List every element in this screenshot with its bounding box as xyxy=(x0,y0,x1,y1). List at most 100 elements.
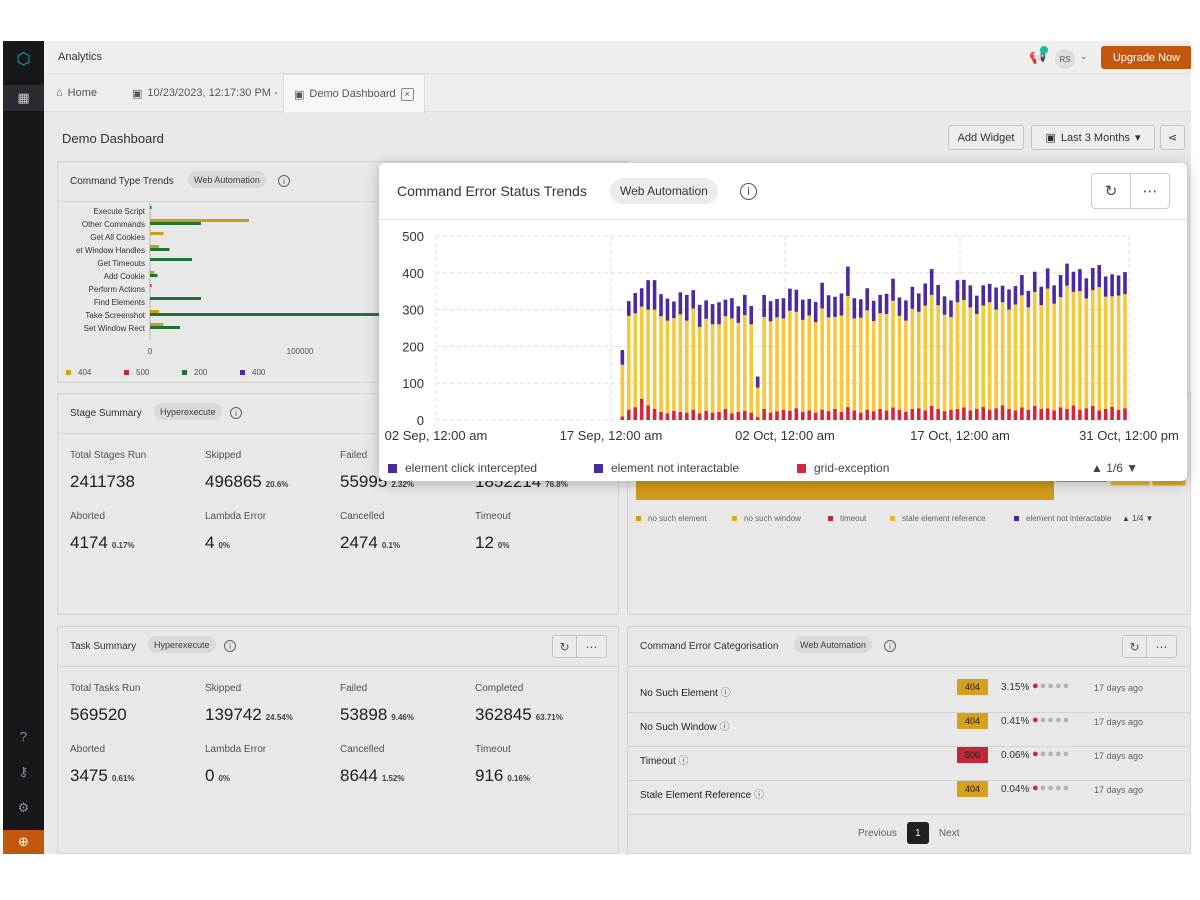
bar-segment[interactable] xyxy=(1097,265,1102,288)
legend-pager[interactable]: ▲ 1/4 ▼ xyxy=(1122,514,1153,523)
chevron-down-icon[interactable]: ⌄ xyxy=(1080,51,1088,61)
bar-segment[interactable] xyxy=(1123,294,1127,409)
bar-segment[interactable] xyxy=(1013,286,1018,305)
bar-segment[interactable] xyxy=(833,316,837,409)
bar-segment[interactable] xyxy=(1078,291,1082,410)
bar-segment[interactable] xyxy=(1123,272,1127,295)
bar[interactable] xyxy=(150,206,152,209)
bar-segment[interactable] xyxy=(942,411,947,420)
bar-segment[interactable] xyxy=(684,320,689,413)
legend-label[interactable]: element not interactable xyxy=(1026,514,1112,523)
bar-segment[interactable] xyxy=(1026,290,1031,308)
next-page-link[interactable]: Next xyxy=(938,827,960,839)
info-icon[interactable]: i xyxy=(230,407,242,419)
bar-segment[interactable] xyxy=(981,305,986,407)
more-options-icon[interactable]: ⋯ xyxy=(1142,183,1158,200)
bar-segment[interactable] xyxy=(1065,408,1069,420)
bar-segment[interactable] xyxy=(865,288,870,311)
bar-segment[interactable] xyxy=(807,410,812,420)
bar-segment[interactable] xyxy=(1084,408,1089,420)
bar-segment[interactable] xyxy=(710,412,715,420)
bar-segment[interactable] xyxy=(1032,406,1037,420)
bar-segment[interactable] xyxy=(839,293,844,316)
bar-segment[interactable] xyxy=(730,318,734,414)
bar-segment[interactable] xyxy=(633,407,638,420)
bar-segment[interactable] xyxy=(974,314,979,409)
refresh-button[interactable]: ↻ xyxy=(552,635,577,658)
bar-segment[interactable] xyxy=(1071,271,1076,292)
bar-segment[interactable] xyxy=(833,296,837,317)
info-icon[interactable]: ⓘ xyxy=(678,756,689,767)
bar-segment[interactable] xyxy=(678,314,683,412)
bar[interactable] xyxy=(150,271,155,274)
bar-segment[interactable] xyxy=(1007,289,1011,310)
bar-segment[interactable] xyxy=(768,301,773,322)
bar-segment[interactable] xyxy=(1039,408,1044,420)
bar-segment[interactable] xyxy=(846,407,850,420)
bar-segment[interactable] xyxy=(639,398,644,420)
bar-segment[interactable] xyxy=(788,310,792,411)
legend-label[interactable]: no such window xyxy=(744,514,801,523)
bar-segment[interactable] xyxy=(1007,408,1011,420)
bar-segment[interactable] xyxy=(923,283,928,306)
bar[interactable] xyxy=(150,313,480,316)
more-options-button[interactable]: ⋯ xyxy=(576,635,607,658)
bar-segment[interactable] xyxy=(678,411,683,420)
page-1-button[interactable]: 1 xyxy=(906,822,929,844)
bar-segment[interactable] xyxy=(620,350,625,365)
bar-segment[interactable] xyxy=(1052,303,1056,411)
bar-segment[interactable] xyxy=(942,296,947,315)
bar-segment[interactable] xyxy=(929,269,934,295)
bar-segment[interactable] xyxy=(717,302,721,325)
bar-segment[interactable] xyxy=(659,316,663,412)
bar-segment[interactable] xyxy=(691,290,696,309)
bar-segment[interactable] xyxy=(691,409,696,420)
bar[interactable] xyxy=(150,248,170,251)
bar-segment[interactable] xyxy=(974,295,979,315)
upgrade-now-button[interactable]: Upgrade Now xyxy=(1101,46,1191,69)
bar-segment[interactable] xyxy=(981,285,986,306)
bar-segment[interactable] xyxy=(897,409,902,420)
bar-segment[interactable] xyxy=(942,314,947,412)
add-widget-button[interactable]: Add Widget xyxy=(948,125,1024,150)
bar-segment[interactable] xyxy=(910,308,915,409)
bar-segment[interactable] xyxy=(968,285,973,308)
bar-segment[interactable] xyxy=(742,410,747,420)
bar-segment[interactable] xyxy=(846,295,850,408)
bar-segment[interactable] xyxy=(1097,287,1102,411)
bar-segment[interactable] xyxy=(646,405,650,420)
bar-segment[interactable] xyxy=(1084,298,1089,409)
bar-segment[interactable] xyxy=(852,318,857,411)
bar-segment[interactable] xyxy=(878,294,882,314)
bar-segment[interactable] xyxy=(949,409,953,420)
bar-segment[interactable] xyxy=(749,305,754,325)
bar[interactable] xyxy=(150,245,159,248)
bar-segment[interactable] xyxy=(742,294,747,316)
bar-segment[interactable] xyxy=(800,319,805,412)
bar-segment[interactable] xyxy=(704,410,708,420)
info-icon[interactable]: i xyxy=(740,183,757,200)
bar-segment[interactable] xyxy=(1058,275,1063,298)
bar-segment[interactable] xyxy=(962,300,966,408)
bar-segment[interactable] xyxy=(794,408,799,420)
bar-segment[interactable] xyxy=(704,318,708,411)
bar-segment[interactable] xyxy=(994,287,998,310)
bar-segment[interactable] xyxy=(1000,302,1005,406)
bar-segment[interactable] xyxy=(852,410,857,420)
bar-segment[interactable] xyxy=(1110,296,1114,407)
bar-segment[interactable] xyxy=(800,299,805,320)
bar[interactable] xyxy=(150,323,164,326)
bar-segment[interactable] xyxy=(994,309,998,409)
bar[interactable] xyxy=(150,222,201,225)
bar-segment[interactable] xyxy=(987,409,992,420)
bar-segment[interactable] xyxy=(826,295,831,318)
bar-segment[interactable] xyxy=(788,410,792,420)
bar-segment[interactable] xyxy=(684,412,689,420)
bar-segment[interactable] xyxy=(1116,275,1121,296)
bar-segment[interactable] xyxy=(891,278,895,301)
bar-segment[interactable] xyxy=(710,304,715,325)
bar-segment[interactable] xyxy=(936,284,940,306)
bar-segment[interactable] xyxy=(1110,406,1114,420)
bar-segment[interactable] xyxy=(1110,274,1114,297)
bar-segment[interactable] xyxy=(781,409,786,420)
